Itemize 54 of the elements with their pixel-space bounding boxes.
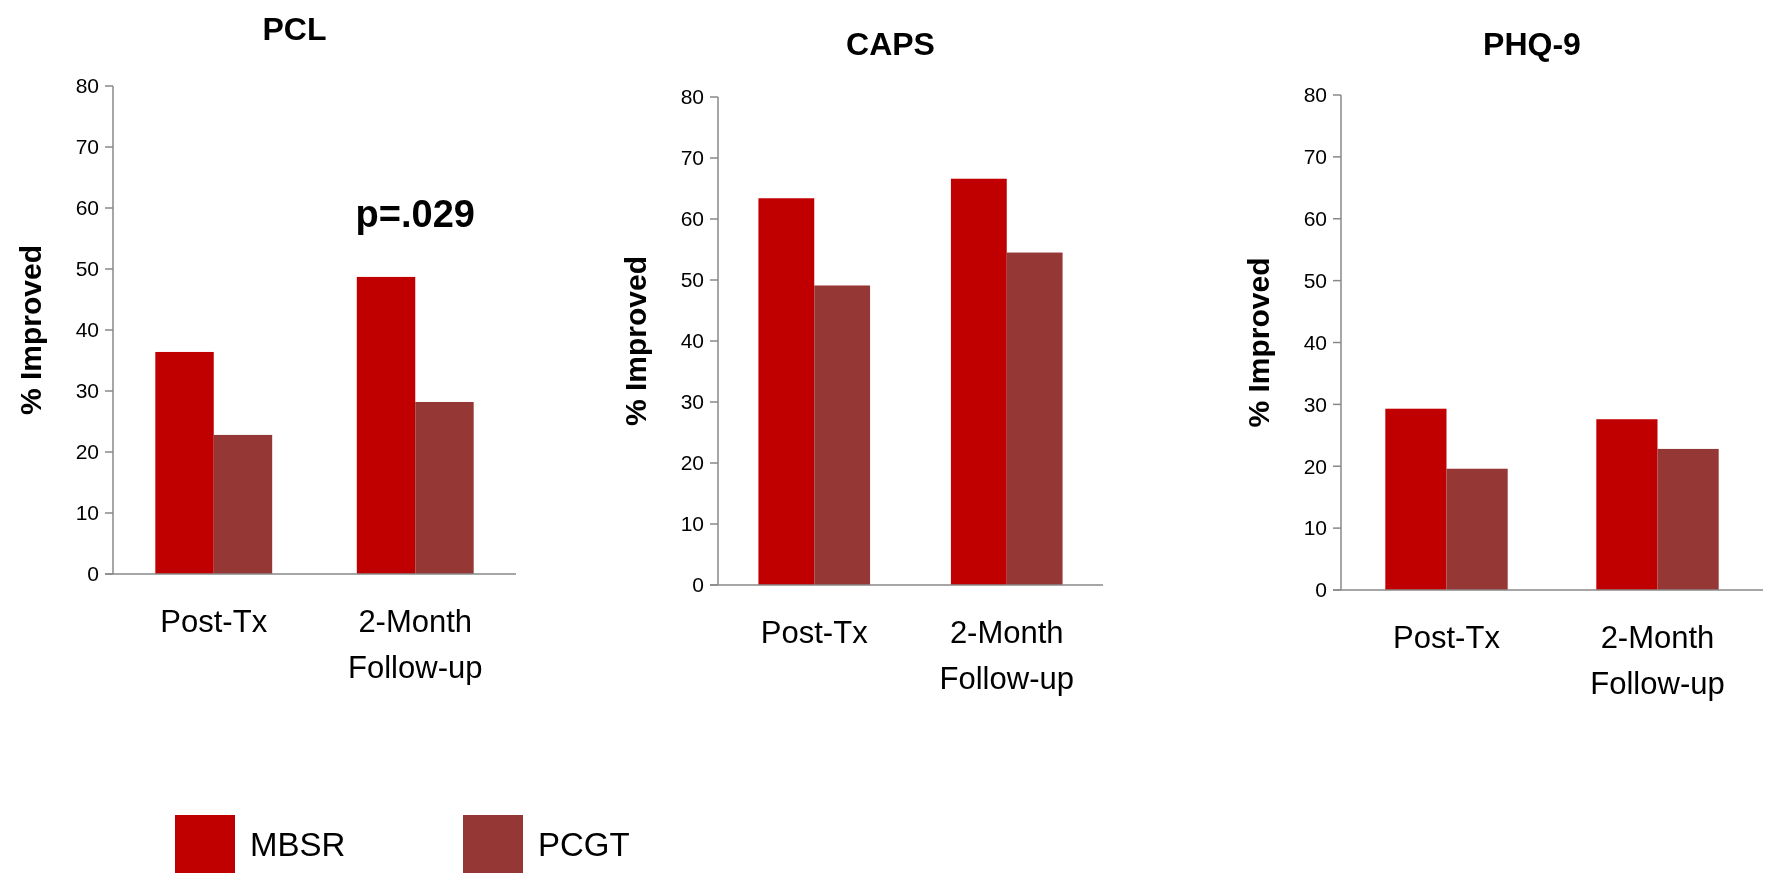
y-axis-title: % Improved	[619, 255, 652, 427]
bar	[155, 351, 214, 574]
y-tick-label: 30	[75, 379, 99, 403]
y-tick-label: 80	[1303, 83, 1327, 107]
y-tick-label: 40	[1303, 330, 1327, 354]
bar	[1657, 448, 1719, 590]
x-tick-label: 2-Month Follow-up	[348, 604, 483, 685]
bar	[814, 285, 871, 585]
y-tick-label: 0	[87, 562, 99, 586]
y-tick-label: 10	[75, 501, 99, 525]
y-tick-label: 60	[1303, 207, 1327, 231]
y-tick-label: 20	[680, 451, 704, 475]
y-tick-label: 60	[680, 207, 704, 231]
y-tick-label: 80	[75, 74, 99, 98]
annotation: p=.029	[355, 193, 475, 236]
y-tick-label: 30	[680, 390, 704, 414]
y-axis-title: % Improved	[14, 244, 47, 416]
y-tick-label: 30	[1303, 392, 1327, 416]
y-tick-label: 70	[1303, 145, 1327, 169]
bar	[356, 276, 416, 574]
x-tick-label: Post-Tx	[160, 604, 268, 639]
chart-title: CAPS	[846, 26, 935, 62]
x-tick-label: 2-Month Follow-up	[939, 615, 1074, 696]
x-tick-label: Post-Tx	[760, 615, 869, 650]
bar	[213, 434, 273, 574]
chart-title: PCL	[262, 11, 327, 47]
y-tick-label: 10	[680, 512, 704, 536]
y-tick-label: 40	[75, 318, 99, 342]
y-tick-label: 70	[75, 135, 99, 159]
y-tick-label: 60	[75, 196, 99, 220]
bar	[1006, 252, 1063, 585]
x-tick-label: 2-Month Follow-up	[1590, 620, 1725, 701]
chart-title: PHQ-9	[1483, 26, 1581, 62]
y-tick-label: 20	[1303, 454, 1327, 478]
x-tick-label: Post-Tx	[1393, 620, 1501, 655]
y-tick-label: 80	[680, 85, 704, 109]
legend-label: MBSR	[250, 825, 346, 863]
bar	[950, 178, 1007, 585]
bar	[415, 401, 474, 574]
legend-label: PCGT	[538, 825, 630, 863]
bar	[1385, 408, 1447, 590]
bar	[1446, 468, 1508, 590]
y-tick-label: 50	[75, 257, 99, 281]
y-tick-label: 20	[75, 440, 99, 464]
y-tick-label: 10	[1303, 516, 1327, 540]
bar	[758, 198, 815, 585]
y-tick-label: 40	[680, 329, 704, 353]
y-tick-label: 70	[680, 146, 704, 170]
y-tick-label: 0	[1315, 578, 1327, 602]
y-axis-title: % Improved	[1242, 257, 1275, 428]
y-tick-label: 50	[680, 268, 704, 292]
y-tick-label: 0	[692, 573, 704, 597]
y-tick-label: 50	[1303, 268, 1327, 292]
bar	[1596, 419, 1658, 590]
